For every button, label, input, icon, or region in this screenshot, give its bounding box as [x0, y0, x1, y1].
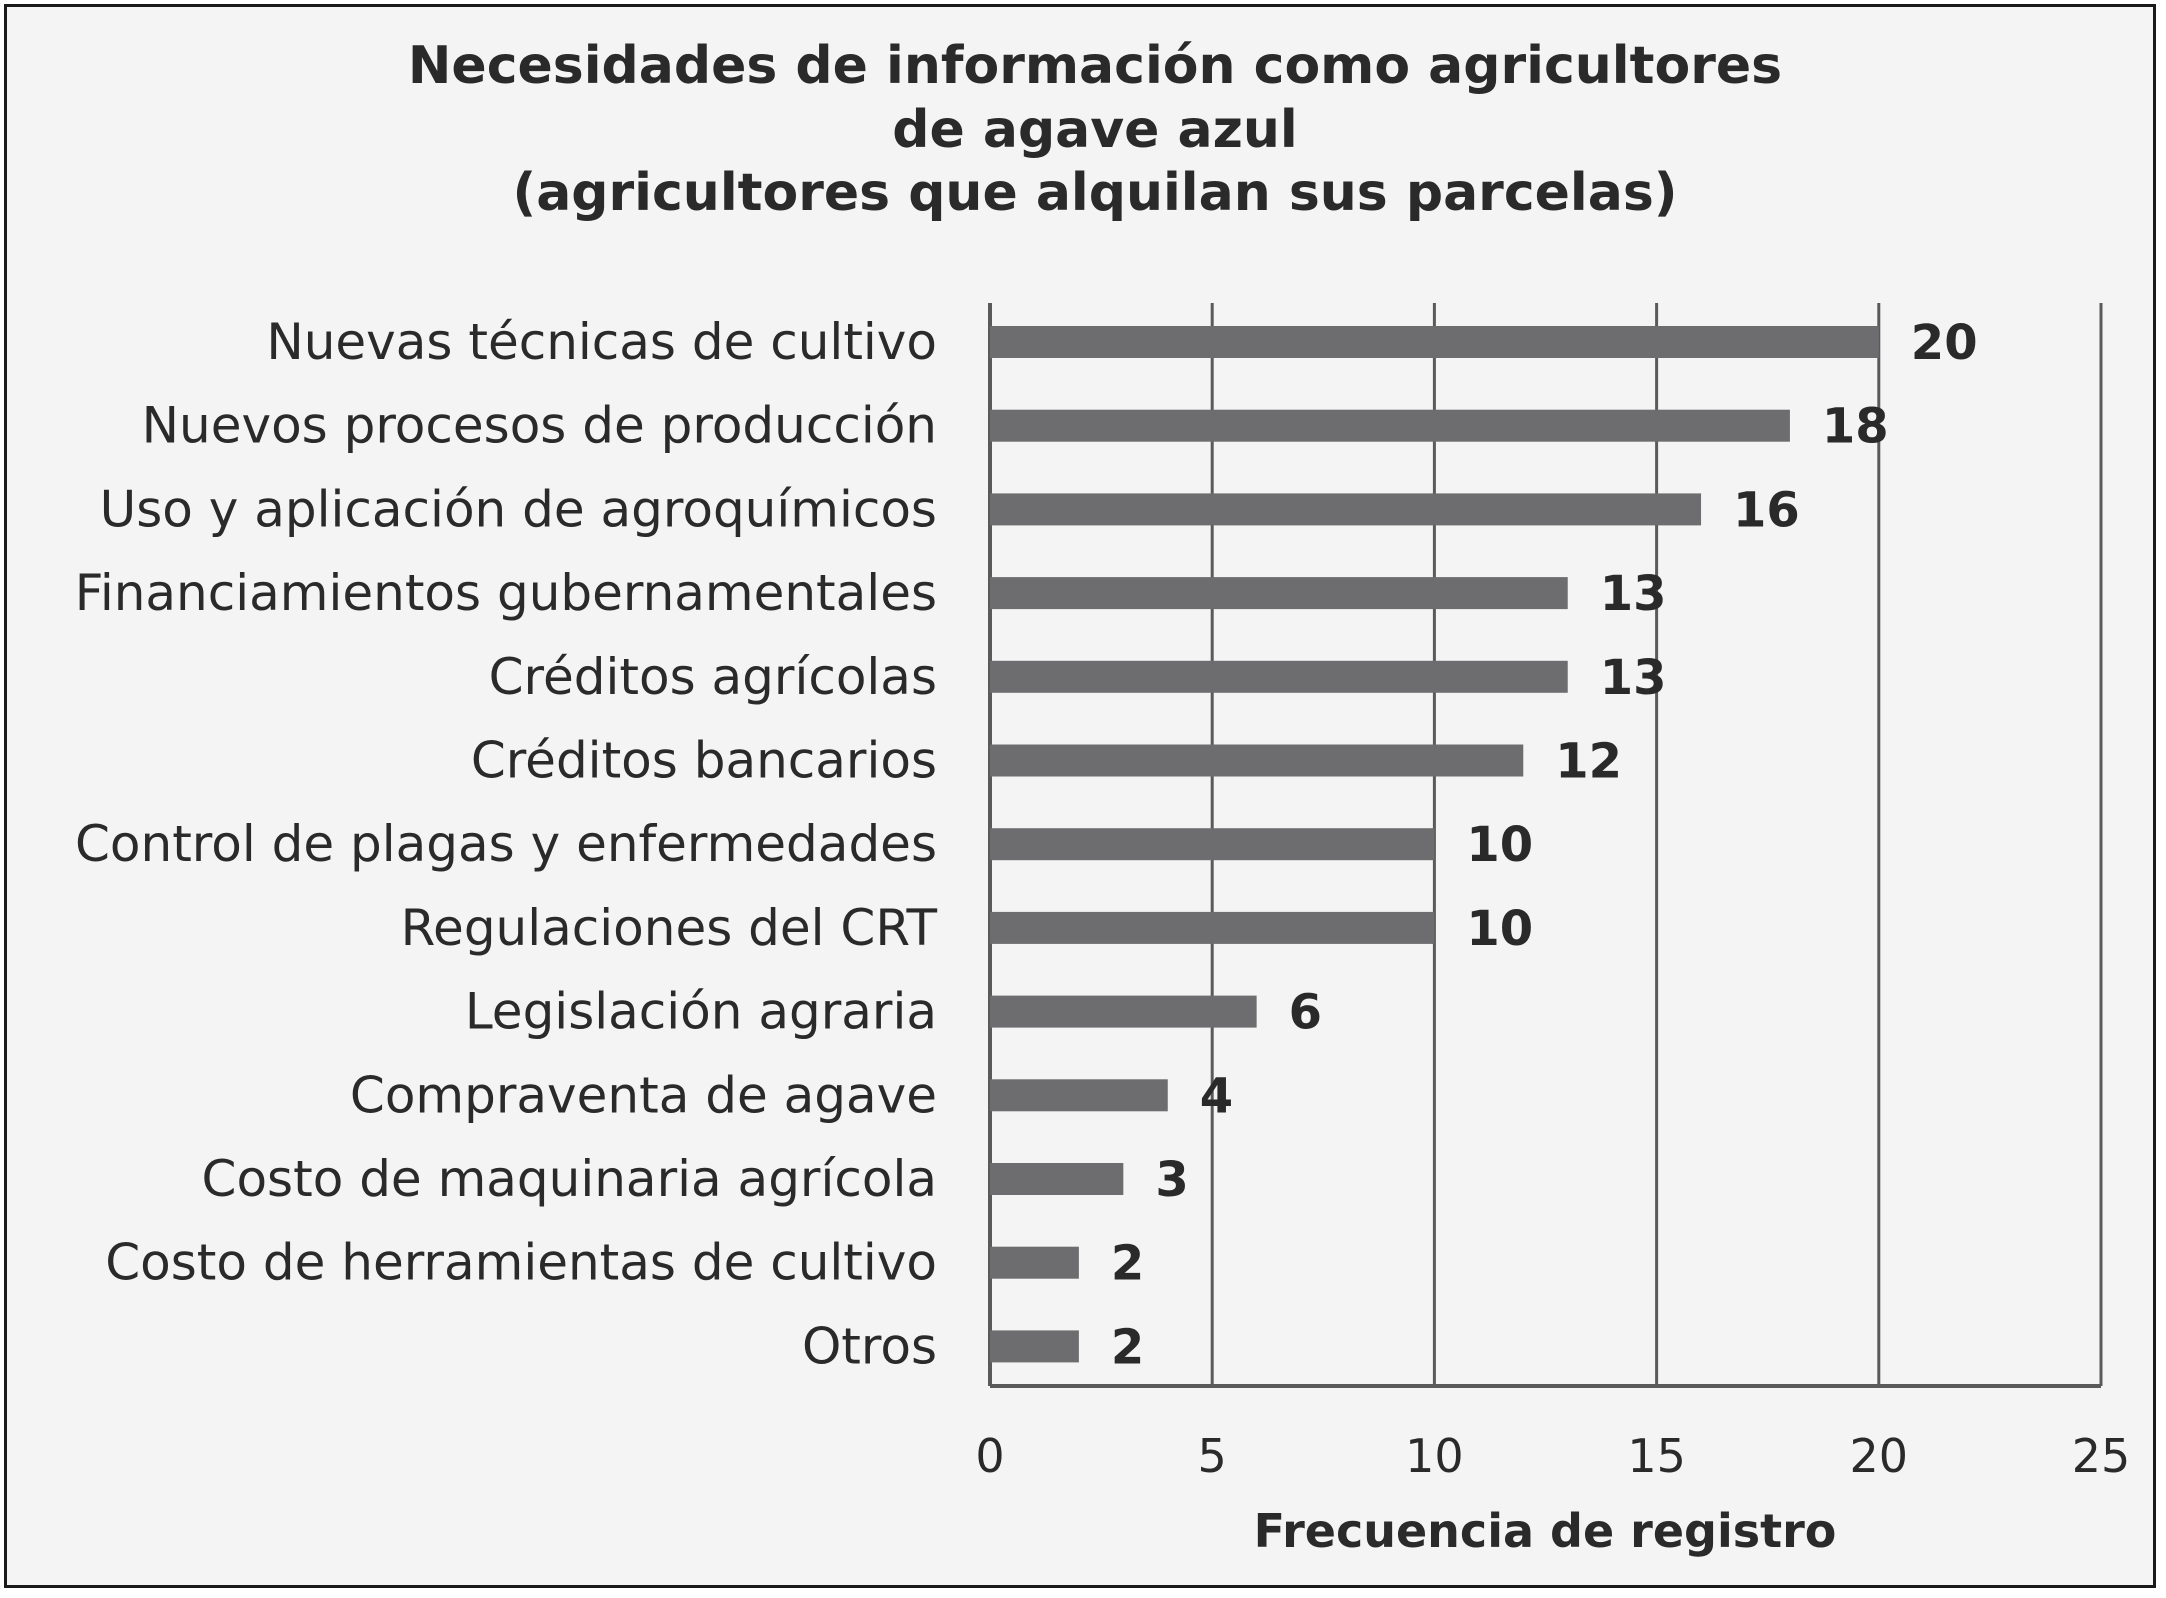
bar [990, 911, 1435, 944]
x-axis-title: Frecuencia de registro [1254, 1504, 1837, 1558]
value-label: 16 [1733, 482, 1800, 538]
x-tick-label: 5 [1198, 1429, 1227, 1483]
value-label: 3 [1155, 1152, 1188, 1208]
value-label: 20 [1911, 315, 1978, 371]
x-tick-label: 0 [975, 1429, 1004, 1483]
value-label: 10 [1466, 901, 1533, 957]
category-label: Regulaciones del CRT [401, 899, 938, 957]
category-label: Uso y aplicación de agroquímicos [100, 480, 937, 538]
category-label: Otros [802, 1317, 937, 1375]
category-label: Control de plagas y enfermedades [75, 815, 937, 873]
bar [990, 493, 1702, 526]
x-tick-label: 15 [1627, 1429, 1686, 1483]
category-label: Nuevos procesos de producción [142, 397, 937, 455]
category-labels: Nuevas técnicas de cultivo Nuevos proceso… [75, 313, 938, 1375]
value-label: 18 [1822, 399, 1889, 455]
category-label: Costo de herramientas de cultivo [105, 1234, 937, 1292]
bar [990, 995, 1257, 1028]
chart-title-line: (agricultores que alquilan sus parcelas) [512, 163, 1677, 223]
grid-lines [988, 303, 2103, 1388]
bar [990, 409, 1790, 442]
bar [990, 1246, 1079, 1279]
bar [990, 1330, 1079, 1363]
category-label: Financiamientos gubernamentales [75, 564, 937, 622]
value-label: 13 [1600, 650, 1667, 706]
category-label: Compraventa de agave [350, 1066, 937, 1124]
value-label: 2 [1111, 1319, 1144, 1375]
bar [990, 1163, 1124, 1195]
x-tick-label: 25 [2072, 1429, 2131, 1483]
x-tick-labels: 0 5 10 15 20 25 [975, 1429, 2130, 1483]
value-label: 6 [1289, 985, 1322, 1041]
category-label: Nuevas técnicas de cultivo [266, 313, 937, 371]
x-tick-label: 10 [1405, 1429, 1464, 1483]
bar [990, 577, 1568, 610]
bar [990, 660, 1568, 693]
chart-frame [4, 4, 2156, 1588]
value-label: 12 [1555, 734, 1622, 790]
category-label: Costo de maquinaria agrícola [202, 1150, 937, 1208]
bars [990, 326, 1879, 1363]
category-label: Créditos bancarios [471, 732, 937, 790]
chart-title-line: Necesidades de información como agricult… [408, 36, 1782, 96]
category-label: Legislación agraria [465, 983, 937, 1041]
value-label: 2 [1111, 1236, 1144, 1292]
category-label: Créditos agrícolas [489, 648, 937, 706]
bar [990, 326, 1879, 358]
bar [990, 1079, 1168, 1112]
value-label: 13 [1600, 566, 1667, 622]
x-tick-label: 20 [1850, 1429, 1909, 1483]
value-label: 10 [1466, 817, 1533, 873]
chart-title-line: de agave azul [892, 100, 1297, 160]
bar [990, 744, 1524, 777]
bar [990, 828, 1435, 861]
chart-title: Necesidades de información como agricult… [408, 36, 1782, 223]
value-label: 4 [1200, 1068, 1233, 1124]
